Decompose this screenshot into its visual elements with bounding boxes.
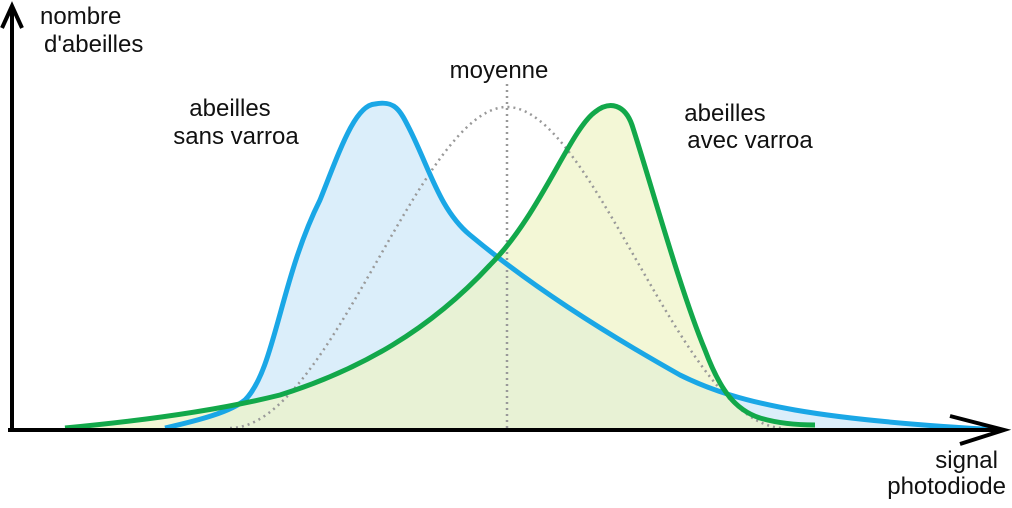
curve-fill-infested <box>65 105 815 430</box>
y-axis-label: d'abeilles <box>44 31 143 58</box>
curve-fill-healthy <box>165 103 1000 430</box>
curve-infested <box>64 103 816 431</box>
x-axis-label: signal <box>935 447 998 474</box>
curve-healthy <box>164 100 1001 433</box>
x-axis-arrow <box>949 414 1012 446</box>
curve-label: abeilles <box>684 100 765 127</box>
y-axis-arrow <box>0 1 24 29</box>
curve-label: sans varroa <box>173 123 299 150</box>
x-axis-label: photodiode <box>887 473 1006 500</box>
y-axis-label: nombre <box>40 3 121 30</box>
mean-label: moyenne <box>450 57 549 84</box>
curve-label: abeilles <box>189 95 270 122</box>
curve-label: avec varroa <box>687 127 813 154</box>
